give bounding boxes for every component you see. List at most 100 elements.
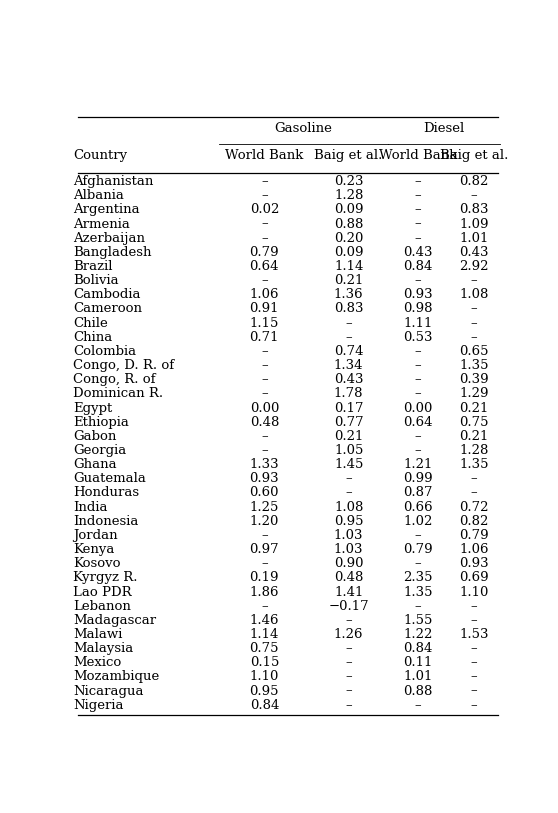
Text: –: – [261,359,268,372]
Text: –: – [471,274,478,287]
Text: 0.88: 0.88 [334,218,363,231]
Text: –: – [415,274,421,287]
Text: 1.28: 1.28 [334,189,363,202]
Text: 0.97: 0.97 [249,543,279,556]
Text: 1.25: 1.25 [249,501,279,514]
Text: Cameroon: Cameroon [73,302,142,315]
Text: 1.06: 1.06 [249,289,279,302]
Text: Egypt: Egypt [73,402,113,415]
Text: 0.82: 0.82 [459,175,489,188]
Text: Country: Country [73,149,127,162]
Text: –: – [261,388,268,400]
Text: Armenia: Armenia [73,218,130,231]
Text: 0.15: 0.15 [249,656,279,669]
Text: 1.35: 1.35 [403,585,432,598]
Text: –: – [261,529,268,542]
Text: Madagascar: Madagascar [73,614,156,627]
Text: –: – [345,316,352,329]
Text: 1.01: 1.01 [459,232,489,245]
Text: –: – [471,671,478,684]
Text: 0.60: 0.60 [249,486,279,499]
Text: –: – [415,189,421,202]
Text: 0.83: 0.83 [459,203,489,216]
Text: 0.23: 0.23 [334,175,363,188]
Text: –: – [471,642,478,655]
Text: Guatemala: Guatemala [73,472,146,485]
Text: 1.26: 1.26 [334,628,363,641]
Text: –: – [415,388,421,400]
Text: 1.35: 1.35 [459,359,489,372]
Text: 0.17: 0.17 [334,402,363,415]
Text: –: – [345,656,352,669]
Text: –: – [261,232,268,245]
Text: –: – [471,698,478,711]
Text: Kosovo: Kosovo [73,557,121,570]
Text: –: – [345,472,352,485]
Text: Baig et al.: Baig et al. [315,149,383,162]
Text: 1.21: 1.21 [403,459,432,472]
Text: 0.66: 0.66 [403,501,432,514]
Text: 1.22: 1.22 [403,628,432,641]
Text: –: – [345,486,352,499]
Text: 0.75: 0.75 [249,642,279,655]
Text: –: – [261,274,268,287]
Text: 0.95: 0.95 [249,685,279,698]
Text: 0.82: 0.82 [459,515,489,528]
Text: 0.79: 0.79 [403,543,432,556]
Text: 1.14: 1.14 [249,628,279,641]
Text: World Bank: World Bank [379,149,457,162]
Text: –: – [415,345,421,358]
Text: 1.20: 1.20 [249,515,279,528]
Text: –: – [415,373,421,386]
Text: 1.08: 1.08 [459,289,489,302]
Text: –: – [415,175,421,188]
Text: 0.79: 0.79 [459,529,489,542]
Text: 0.93: 0.93 [403,289,432,302]
Text: –: – [261,345,268,358]
Text: –: – [415,218,421,231]
Text: 0.21: 0.21 [459,402,489,415]
Text: –: – [471,331,478,344]
Text: 1.28: 1.28 [459,444,489,457]
Text: –: – [415,557,421,570]
Text: 1.03: 1.03 [334,529,363,542]
Text: 1.11: 1.11 [403,316,432,329]
Text: Malawi: Malawi [73,628,123,641]
Text: Gabon: Gabon [73,430,117,443]
Text: 0.84: 0.84 [249,698,279,711]
Text: 1.14: 1.14 [334,260,363,273]
Text: 0.72: 0.72 [459,501,489,514]
Text: 0.95: 0.95 [334,515,363,528]
Text: 0.99: 0.99 [403,472,432,485]
Text: –: – [345,331,352,344]
Text: 0.19: 0.19 [249,572,279,585]
Text: –: – [415,529,421,542]
Text: 0.77: 0.77 [334,415,363,428]
Text: Ethiopia: Ethiopia [73,415,129,428]
Text: 0.90: 0.90 [334,557,363,570]
Text: 0.48: 0.48 [334,572,363,585]
Text: 0.43: 0.43 [459,246,489,259]
Text: –: – [471,614,478,627]
Text: –: – [345,671,352,684]
Text: 0.83: 0.83 [334,302,363,315]
Text: –: – [345,614,352,627]
Text: Cambodia: Cambodia [73,289,141,302]
Text: 0.64: 0.64 [249,260,279,273]
Text: 0.69: 0.69 [459,572,489,585]
Text: –: – [261,444,268,457]
Text: 1.06: 1.06 [459,543,489,556]
Text: 0.71: 0.71 [249,331,279,344]
Text: Malaysia: Malaysia [73,642,133,655]
Text: 0.74: 0.74 [334,345,363,358]
Text: 0.84: 0.84 [403,260,432,273]
Text: 1.10: 1.10 [249,671,279,684]
Text: Indonesia: Indonesia [73,515,138,528]
Text: 1.36: 1.36 [334,289,363,302]
Text: 0.09: 0.09 [334,246,363,259]
Text: Honduras: Honduras [73,486,140,499]
Text: 1.15: 1.15 [249,316,279,329]
Text: Nigeria: Nigeria [73,698,124,711]
Text: 0.43: 0.43 [403,246,432,259]
Text: Gasoline: Gasoline [275,122,332,135]
